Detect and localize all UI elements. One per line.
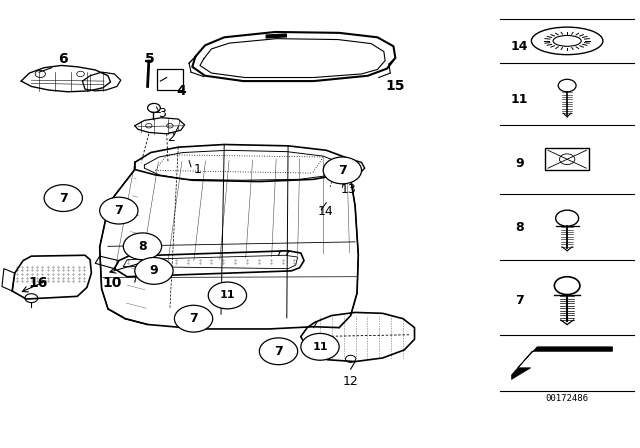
Text: 15: 15 xyxy=(386,78,405,93)
Text: 9: 9 xyxy=(150,264,158,277)
Text: 14: 14 xyxy=(511,40,528,53)
Circle shape xyxy=(174,305,212,332)
Circle shape xyxy=(301,333,339,360)
Text: 12: 12 xyxy=(343,375,358,388)
Circle shape xyxy=(208,282,246,309)
Text: 00172486: 00172486 xyxy=(546,394,589,403)
Text: 2: 2 xyxy=(167,131,175,144)
Circle shape xyxy=(135,258,173,284)
Circle shape xyxy=(44,185,83,211)
Text: 13: 13 xyxy=(341,183,356,196)
Text: 11: 11 xyxy=(511,93,528,106)
Text: 7: 7 xyxy=(515,294,524,307)
Text: 7: 7 xyxy=(274,345,283,358)
Text: 1: 1 xyxy=(193,163,202,176)
Text: 14: 14 xyxy=(317,205,333,218)
Text: 11: 11 xyxy=(312,342,328,352)
Text: 8: 8 xyxy=(138,240,147,253)
Text: 3: 3 xyxy=(157,107,166,120)
Text: 6: 6 xyxy=(58,52,68,66)
Text: 7: 7 xyxy=(115,204,124,217)
Circle shape xyxy=(323,157,362,184)
Circle shape xyxy=(124,233,162,260)
Polygon shape xyxy=(511,347,612,379)
Text: 7: 7 xyxy=(189,312,198,325)
Circle shape xyxy=(100,197,138,224)
Ellipse shape xyxy=(553,35,581,46)
Text: 8: 8 xyxy=(515,221,524,234)
Bar xyxy=(157,69,183,90)
Circle shape xyxy=(259,338,298,365)
Text: 7: 7 xyxy=(59,192,68,205)
Text: 7: 7 xyxy=(338,164,347,177)
Text: 10: 10 xyxy=(103,276,122,290)
Text: 11: 11 xyxy=(220,290,235,301)
Text: 16: 16 xyxy=(28,276,47,290)
Text: 9: 9 xyxy=(515,157,524,170)
Text: 4: 4 xyxy=(176,84,186,98)
Text: 5: 5 xyxy=(145,52,154,66)
